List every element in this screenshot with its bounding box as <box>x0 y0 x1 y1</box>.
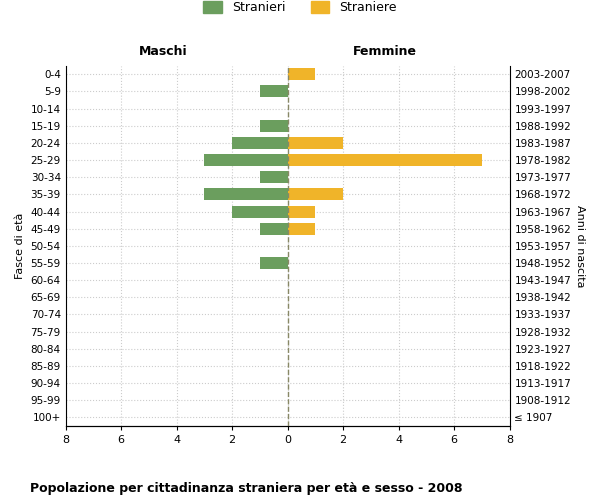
Bar <box>287 68 316 80</box>
Bar <box>287 188 343 200</box>
Y-axis label: Anni di nascita: Anni di nascita <box>575 204 585 287</box>
Bar <box>260 257 287 269</box>
Y-axis label: Fasce di età: Fasce di età <box>15 212 25 279</box>
Text: Maschi: Maschi <box>139 46 188 59</box>
Bar <box>260 120 287 132</box>
Bar <box>205 154 287 166</box>
Bar <box>260 222 287 234</box>
Bar <box>232 137 287 149</box>
Bar <box>205 188 287 200</box>
Text: Femmine: Femmine <box>353 46 417 59</box>
Bar <box>287 206 316 218</box>
Bar <box>287 222 316 234</box>
Bar <box>287 137 343 149</box>
Legend: Stranieri, Straniere: Stranieri, Straniere <box>198 0 402 19</box>
Text: Popolazione per cittadinanza straniera per età e sesso - 2008: Popolazione per cittadinanza straniera p… <box>30 482 463 495</box>
Bar <box>260 171 287 183</box>
Bar <box>260 86 287 98</box>
Bar <box>232 206 287 218</box>
Bar <box>287 154 482 166</box>
